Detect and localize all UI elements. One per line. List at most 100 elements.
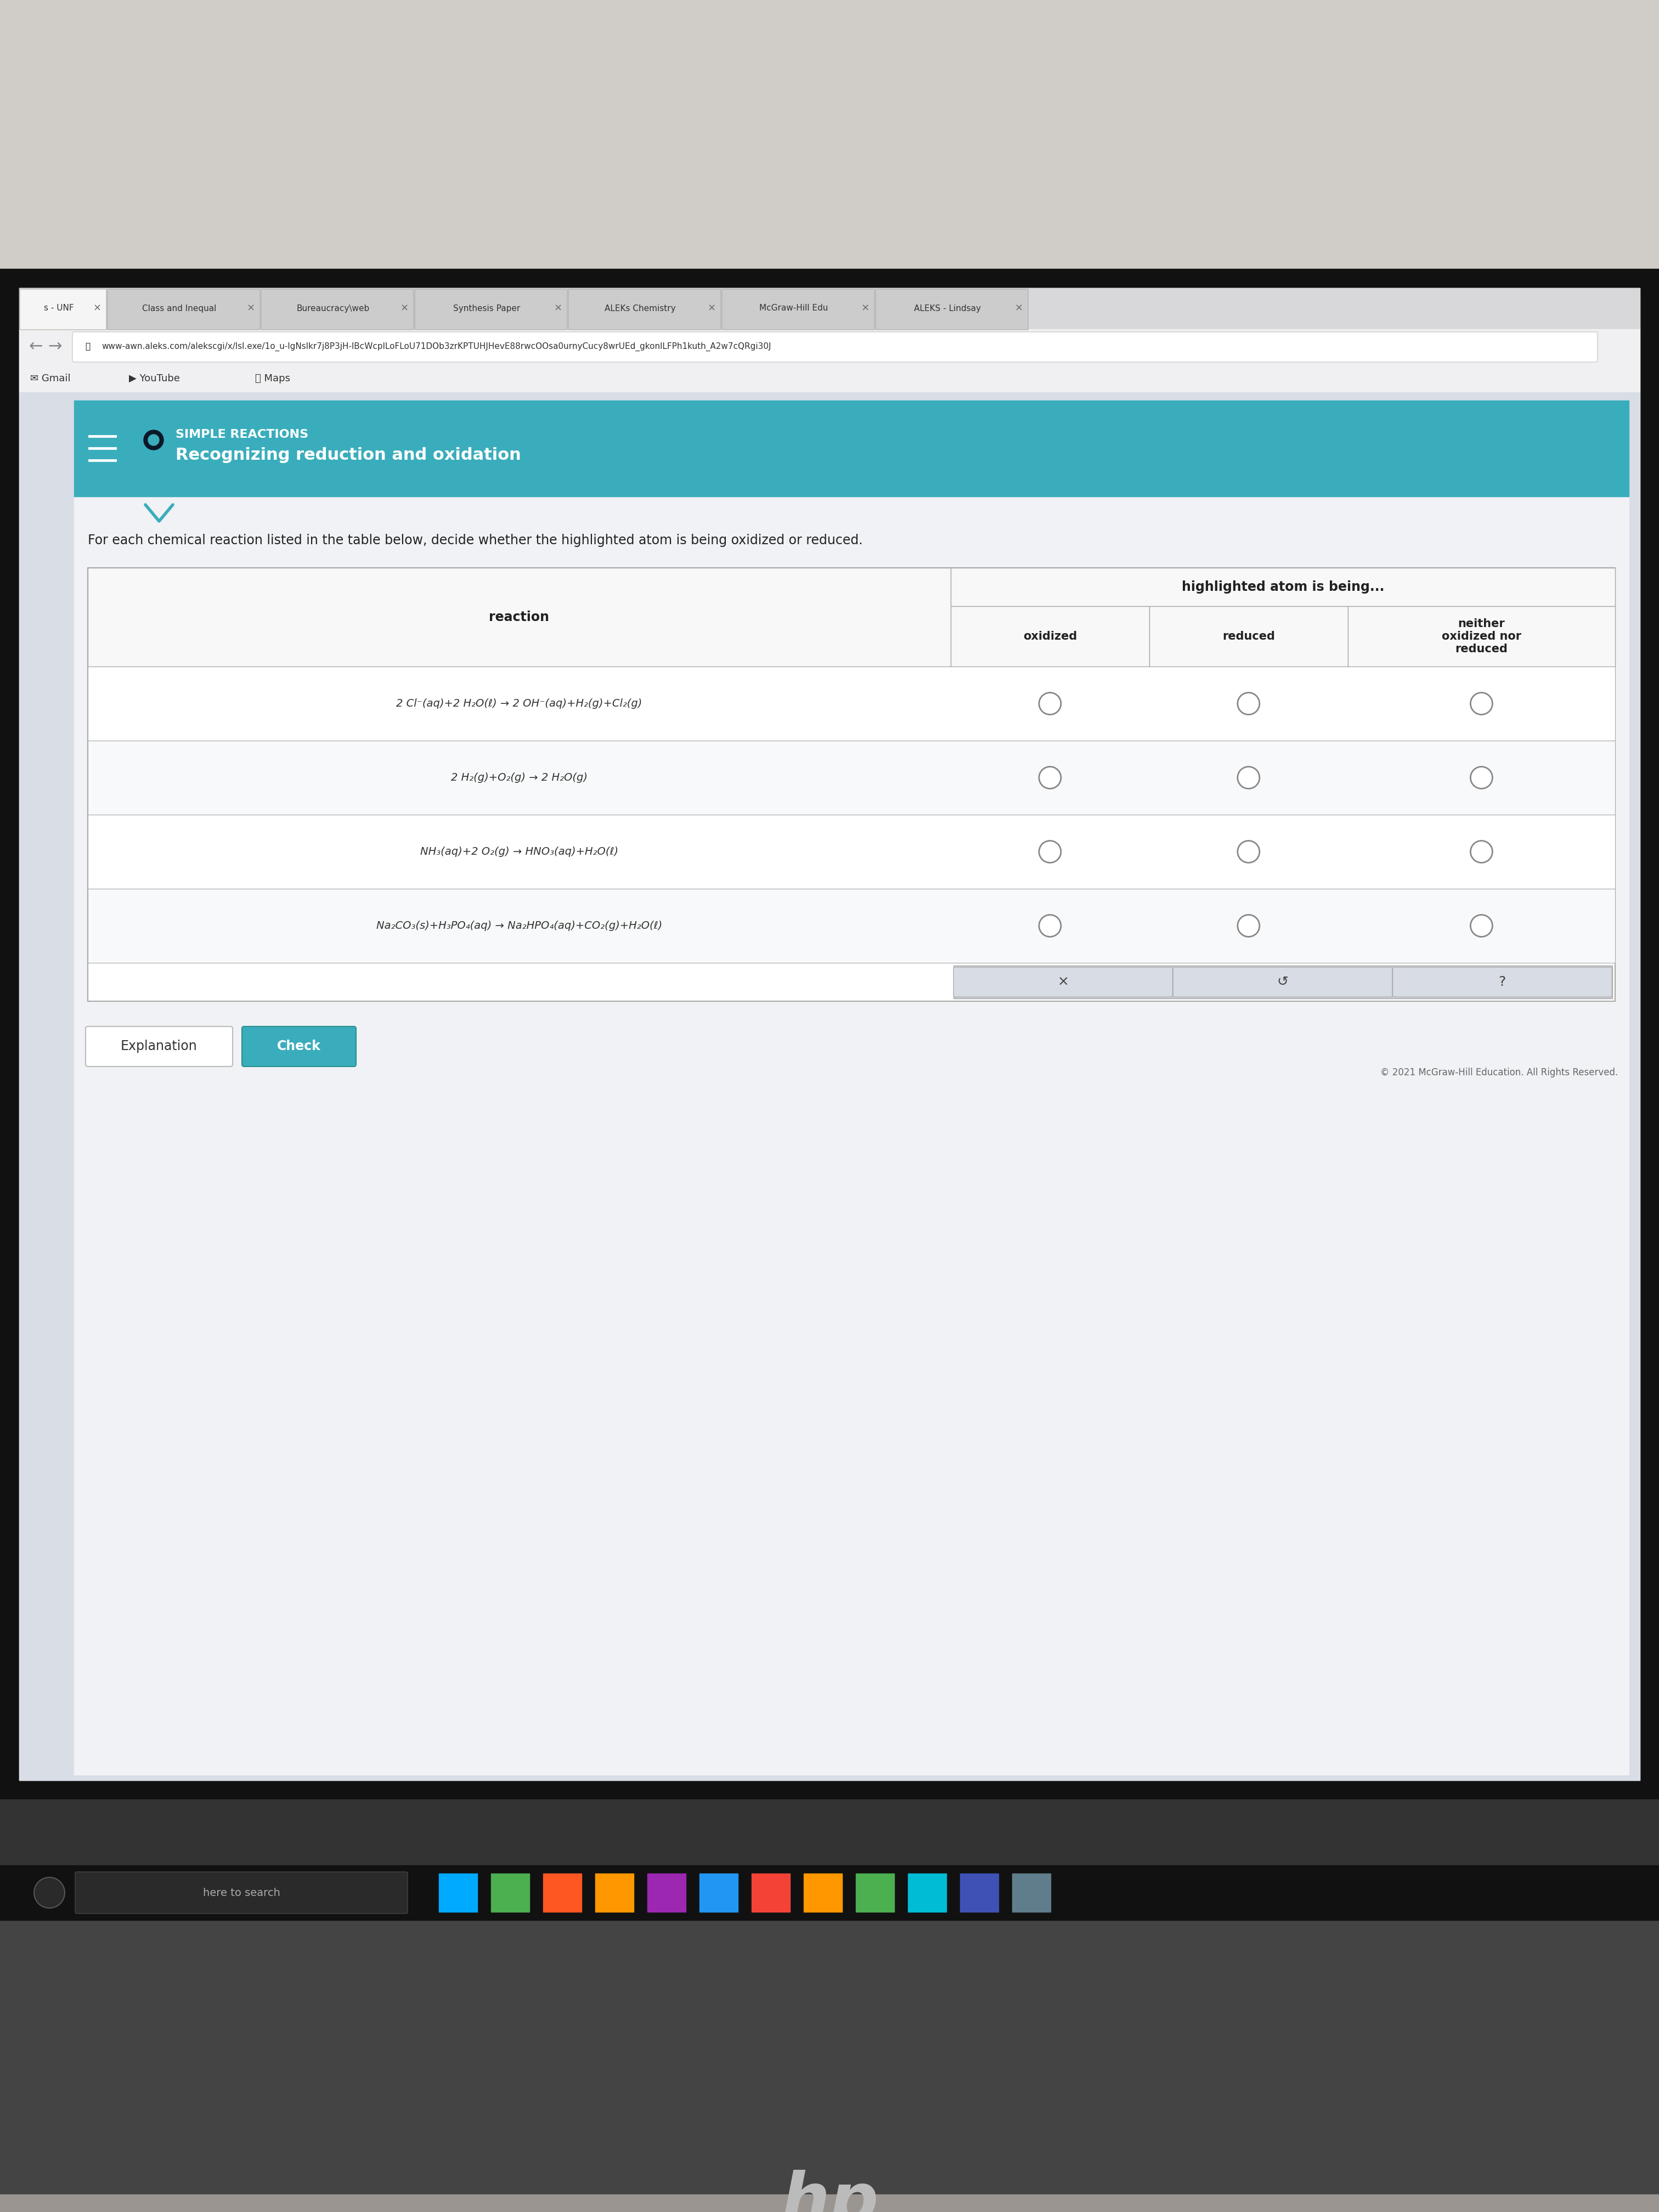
- FancyBboxPatch shape: [1173, 967, 1392, 998]
- Text: Na₂CO₃(s)+H₃PO₄(aq) → Na₂HPO₄(aq)+CO₂(g)+H₂O(ℓ): Na₂CO₃(s)+H₃PO₄(aq) → Na₂HPO₄(aq)+CO₂(g)…: [377, 920, 662, 931]
- Text: ×: ×: [707, 303, 715, 314]
- Bar: [0, 2194, 1659, 2212]
- Text: ×: ×: [93, 303, 101, 314]
- Bar: [75, 400, 1629, 495]
- Text: 🔒: 🔒: [85, 343, 90, 352]
- Text: © 2021 McGraw-Hill Education. All Rights Reserved.: © 2021 McGraw-Hill Education. All Rights…: [1380, 1068, 1618, 1077]
- Text: Explanation: Explanation: [121, 1040, 197, 1053]
- Text: For each chemical reaction listed in the table below, decide whether the highlig: For each chemical reaction listed in the…: [88, 533, 863, 546]
- Text: ALEKS - Lindsay: ALEKS - Lindsay: [914, 305, 980, 312]
- Text: ×: ×: [1057, 975, 1068, 989]
- Bar: [88, 889, 1616, 962]
- Text: ?: ?: [1498, 975, 1506, 989]
- Text: ×: ×: [400, 303, 408, 314]
- FancyBboxPatch shape: [876, 290, 1029, 330]
- Text: ←: ←: [28, 338, 43, 354]
- Circle shape: [148, 434, 159, 445]
- Circle shape: [1470, 841, 1493, 863]
- Text: oxidized: oxidized: [1024, 630, 1077, 641]
- Bar: [647, 1874, 685, 1911]
- FancyBboxPatch shape: [722, 290, 874, 330]
- Bar: [440, 1874, 478, 1911]
- Text: www-awn.aleks.com/alekscgi/x/lsl.exe/1o_u-lgNslkr7j8P3jH-lBcWcplLoFLoU71DOb3zrKP: www-awn.aleks.com/alekscgi/x/lsl.exe/1o_…: [101, 343, 771, 352]
- Bar: [20, 288, 1639, 330]
- FancyBboxPatch shape: [569, 290, 722, 330]
- Bar: [0, 1798, 1659, 1865]
- Text: NH₃(aq)+2 O₂(g) → HNO₃(aq)+H₂O(ℓ): NH₃(aq)+2 O₂(g) → HNO₃(aq)+H₂O(ℓ): [420, 847, 619, 856]
- FancyBboxPatch shape: [415, 290, 567, 330]
- Text: ×: ×: [554, 303, 562, 314]
- FancyBboxPatch shape: [260, 290, 413, 330]
- Text: here to search: here to search: [202, 1887, 280, 1898]
- Circle shape: [1238, 768, 1259, 790]
- Bar: [491, 1874, 529, 1911]
- Text: Bureaucracy\web: Bureaucracy\web: [297, 305, 370, 312]
- Bar: [700, 1874, 738, 1911]
- FancyBboxPatch shape: [86, 1026, 232, 1066]
- FancyBboxPatch shape: [108, 290, 260, 330]
- Bar: [961, 1874, 999, 1911]
- Bar: [856, 1874, 894, 1911]
- FancyBboxPatch shape: [242, 1026, 357, 1066]
- FancyBboxPatch shape: [954, 967, 1173, 998]
- FancyBboxPatch shape: [1394, 967, 1613, 998]
- Bar: [88, 666, 1616, 741]
- Bar: [20, 392, 1639, 1781]
- Bar: [542, 1874, 582, 1911]
- FancyBboxPatch shape: [75, 1871, 408, 1913]
- Text: ×: ×: [1015, 303, 1024, 314]
- Text: hp: hp: [780, 2170, 879, 2212]
- Bar: [75, 400, 1629, 1774]
- Bar: [88, 568, 1616, 1002]
- Bar: [88, 568, 951, 666]
- Text: reaction: reaction: [489, 611, 549, 624]
- Text: neither
oxidized nor
reduced: neither oxidized nor reduced: [1442, 617, 1521, 655]
- Bar: [20, 330, 1639, 365]
- Text: 🗺 Maps: 🗺 Maps: [255, 374, 290, 383]
- Text: ↺: ↺: [1277, 975, 1289, 989]
- Text: s - UNF: s - UNF: [43, 305, 73, 312]
- Bar: [20, 288, 1639, 1781]
- Circle shape: [1470, 916, 1493, 936]
- Text: ×: ×: [247, 303, 255, 314]
- Circle shape: [35, 1878, 65, 1909]
- Text: →: →: [48, 338, 61, 354]
- Bar: [1012, 1874, 1050, 1911]
- Circle shape: [1470, 768, 1493, 790]
- Bar: [1347, 606, 1616, 666]
- Bar: [951, 568, 1616, 606]
- Bar: [20, 365, 1639, 392]
- Bar: [596, 1874, 634, 1911]
- Bar: [0, 1865, 1659, 2194]
- Circle shape: [1238, 841, 1259, 863]
- Text: Recognizing reduction and oxidation: Recognizing reduction and oxidation: [176, 447, 521, 462]
- Circle shape: [1039, 692, 1062, 714]
- Circle shape: [1470, 692, 1493, 714]
- Text: reduced: reduced: [1223, 630, 1274, 641]
- Bar: [0, 1865, 1659, 1920]
- Bar: [0, 270, 1659, 1798]
- Bar: [0, 0, 1659, 274]
- Bar: [88, 814, 1616, 889]
- FancyBboxPatch shape: [73, 332, 1598, 363]
- Circle shape: [1238, 692, 1259, 714]
- Text: ×: ×: [861, 303, 869, 314]
- Text: ▶ YouTube: ▶ YouTube: [129, 374, 179, 383]
- Text: 2 H₂(g)+O₂(g) → 2 H₂O(g): 2 H₂(g)+O₂(g) → 2 H₂O(g): [451, 772, 587, 783]
- Text: Class and Inequal: Class and Inequal: [143, 305, 217, 312]
- Bar: [803, 1874, 843, 1911]
- Text: ✉ Gmail: ✉ Gmail: [30, 374, 71, 383]
- Text: Synthesis Paper: Synthesis Paper: [453, 305, 521, 312]
- Text: 2 Cl⁻(aq)+2 H₂O(ℓ) → 2 OH⁻(aq)+H₂(g)+Cl₂(g): 2 Cl⁻(aq)+2 H₂O(ℓ) → 2 OH⁻(aq)+H₂(g)+Cl₂…: [397, 699, 642, 708]
- FancyBboxPatch shape: [20, 290, 106, 330]
- Text: highlighted atom is being...: highlighted atom is being...: [1181, 580, 1384, 593]
- Text: SIMPLE REACTIONS: SIMPLE REACTIONS: [176, 429, 309, 440]
- Circle shape: [144, 429, 164, 449]
- Bar: [752, 1874, 790, 1911]
- Bar: [954, 967, 1613, 998]
- Circle shape: [1238, 916, 1259, 936]
- Text: Check: Check: [277, 1040, 320, 1053]
- Bar: [1150, 606, 1347, 666]
- Bar: [907, 1874, 946, 1911]
- Bar: [88, 741, 1616, 814]
